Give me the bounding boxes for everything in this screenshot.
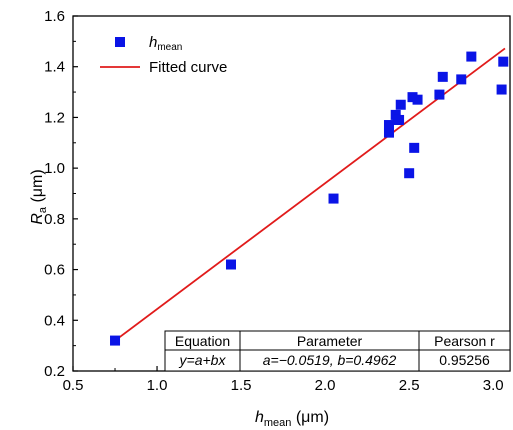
y-tick-label: 1.6	[44, 8, 65, 25]
x-tick-label: 1.0	[147, 377, 168, 394]
data-point	[456, 74, 467, 85]
y-tick-label: 0.8	[44, 211, 65, 228]
x-axis-label: hmean (μm)	[255, 409, 329, 429]
data-point	[404, 168, 415, 179]
fit-table: Equation Parameter Pearson r y=a+bx a=−0.051…	[164, 330, 511, 372]
data-point	[434, 89, 445, 100]
data-point	[407, 92, 418, 103]
x-tick-label: 1.5	[231, 377, 252, 394]
data-point	[498, 56, 509, 67]
fit-table-cell: y=a+bx	[179, 352, 227, 368]
y-tick-label: 0.4	[44, 312, 65, 329]
fit-table-header: Equation	[175, 333, 230, 349]
data-point	[394, 114, 405, 125]
y-axis: 0.2 0.4 0.6 0.8 1.0 1.2 1.4 1.6	[44, 8, 78, 380]
data-point	[383, 120, 394, 131]
y-tick-label: 0.6	[44, 262, 65, 279]
fit-table-cell: 0.95256	[439, 352, 490, 368]
x-tick-label: 3.0	[483, 377, 504, 394]
data-points	[110, 51, 509, 346]
plot-border	[72, 15, 511, 372]
legend-marker-square	[115, 37, 125, 47]
data-point	[328, 193, 339, 204]
y-tick-label: 1.0	[44, 160, 65, 177]
fit-table-cell: a=−0.0519, b=0.4962	[263, 352, 397, 368]
fitted-curve	[114, 47, 506, 342]
x-tick-label: 2.5	[399, 377, 420, 394]
data-point	[390, 109, 401, 120]
x-tick-label: 0.5	[63, 377, 84, 394]
legend: hmean Fitted curve	[100, 34, 227, 76]
data-point	[110, 335, 121, 346]
data-point	[466, 51, 477, 62]
data-point	[395, 99, 406, 110]
legend-label-hmean: hmean	[149, 34, 182, 53]
fit-table-header: Pearson r	[434, 333, 495, 349]
y-tick-label: 1.2	[44, 109, 65, 126]
fitted-curve-line	[114, 47, 506, 342]
data-point	[383, 127, 394, 138]
data-point	[496, 84, 507, 95]
y-tick-label: 1.4	[44, 59, 65, 76]
data-point	[437, 71, 448, 82]
data-point	[225, 259, 236, 270]
x-tick-label: 2.0	[315, 377, 336, 394]
data-point	[409, 142, 420, 153]
legend-label-fit: Fitted curve	[149, 59, 227, 76]
data-point	[412, 94, 423, 105]
fit-table-header: Parameter	[297, 333, 363, 349]
fit-table-border	[164, 330, 511, 372]
plot-frame	[72, 15, 511, 372]
y-tick-label: 0.2	[44, 363, 65, 380]
y-axis-label: Ra (μm)	[29, 169, 49, 224]
